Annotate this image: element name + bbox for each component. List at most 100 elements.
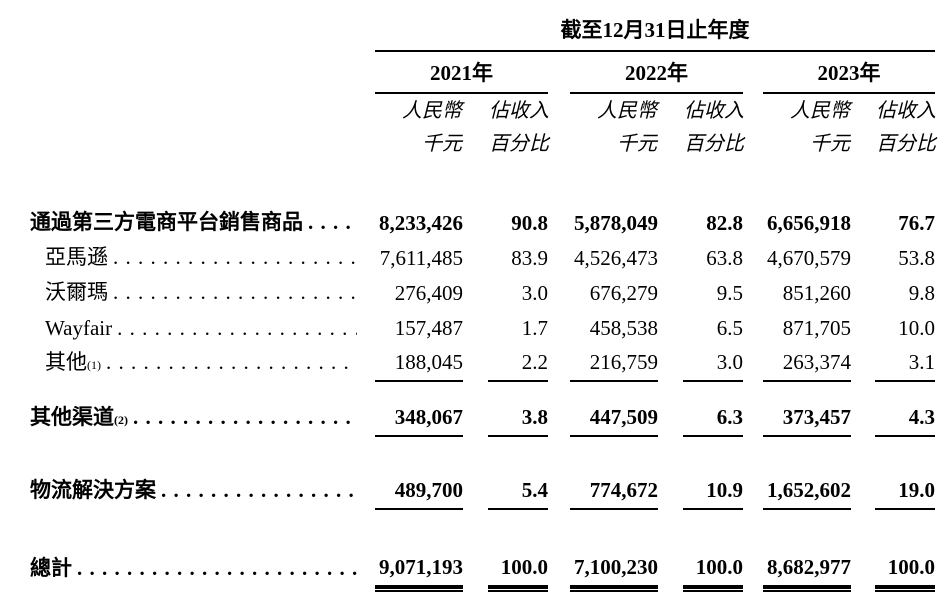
- percent-header-2021: 佔收入 百分比: [488, 93, 549, 162]
- value-cell: 100.0: [683, 552, 743, 592]
- row-label: 總計: [30, 556, 72, 580]
- column-gap: [548, 311, 570, 346]
- column-gap: [463, 276, 488, 311]
- column-gap: [658, 206, 683, 241]
- column-gap: [851, 276, 875, 311]
- column-gap: [463, 206, 488, 241]
- column-gap: [743, 241, 763, 276]
- column-gap: [743, 206, 763, 241]
- amount-header-line2: 千元: [617, 133, 657, 155]
- table-row-third-party-platforms: 通過第三方電商平台銷售商品 8,233,426 90.8 5,878,049 8…: [30, 206, 935, 241]
- column-gap: [548, 346, 570, 381]
- value-cell: 10.9: [683, 474, 743, 510]
- table-row-logistics-solutions: 物流解決方案 489,700 5.4 774,672 10.9 1,652,60…: [30, 474, 936, 510]
- column-gap: [658, 552, 683, 587]
- value-cell: 63.8: [706, 246, 743, 270]
- value-cell: 9.8: [908, 281, 936, 305]
- dot-leader: [113, 280, 357, 305]
- column-gap: [463, 401, 488, 436]
- percent-header-line2: 百分比: [489, 133, 549, 155]
- amount-header-line1: 人民幣: [790, 100, 850, 122]
- value-cell: 100.0: [488, 552, 548, 592]
- table-row-wayfair: Wayfair 157,487 1.7 458,538 6.5 871,705 …: [30, 311, 935, 346]
- dot-leader: [106, 350, 357, 375]
- column-gap: [548, 93, 570, 162]
- row-label: 物流解決方案: [30, 478, 156, 502]
- value-cell: 6,656,918: [767, 211, 851, 235]
- column-gap: [851, 206, 875, 241]
- column-gap: [851, 552, 875, 587]
- value-cell: 188,045: [375, 346, 463, 382]
- value-cell: 8,233,426: [379, 211, 463, 235]
- section-spacer: [30, 509, 935, 552]
- table-title: 截至12月31日止年度: [375, 13, 936, 52]
- column-gap: [743, 51, 763, 93]
- column-gap: [743, 93, 763, 162]
- percent-header-line1: 佔收入: [684, 100, 744, 122]
- value-cell: 10.0: [898, 316, 936, 340]
- value-cell: 3.0: [521, 281, 548, 305]
- revenue-breakdown-table: 截至12月31日止年度 2021年 2022年 2023年 人民幣 千元 佔收入百…: [30, 13, 936, 592]
- dot-leader: [133, 405, 357, 430]
- row-label-cell: 沃爾瑪: [30, 276, 375, 311]
- value-cell: 774,672: [570, 474, 658, 510]
- value-cell: 871,705: [782, 316, 851, 340]
- amount-header-line1: 人民幣: [597, 100, 657, 122]
- column-gap: [548, 206, 570, 241]
- column-gap: [743, 474, 763, 509]
- table-row-walmart: 沃爾瑪 276,409 3.0 676,279 9.5 851,260 9.8: [30, 276, 935, 311]
- column-gap: [743, 276, 763, 311]
- year-header-2021: 2021年: [375, 51, 548, 94]
- row-label-cell: 其他渠道 (2): [30, 401, 375, 436]
- value-cell: 83.9: [511, 246, 548, 270]
- label-column-spacer: [30, 93, 375, 162]
- section-spacer: [30, 162, 935, 206]
- value-cell: 8,682,977: [763, 552, 851, 592]
- column-gap: [743, 552, 763, 587]
- row-label: Wayfair: [45, 316, 113, 340]
- table-row-other-channels: 其他渠道(2) 348,067 3.8 447,509 6.3 373,457 …: [30, 401, 936, 437]
- dot-leader: [113, 245, 357, 270]
- table-row: 人民幣 千元 佔收入 百分比 人民幣 千元 佔收入 百分比 人民幣 千元 佔收入 百分比: [30, 93, 936, 162]
- value-cell: 2.2: [488, 346, 548, 382]
- column-gap: [463, 346, 488, 381]
- column-gap: [463, 93, 488, 162]
- value-cell: 5.4: [488, 474, 548, 510]
- value-cell: 6.5: [716, 316, 743, 340]
- section-spacer: [30, 381, 935, 401]
- value-cell: 1,652,602: [763, 474, 851, 510]
- column-gap: [548, 552, 570, 587]
- value-cell: 3.0: [683, 346, 743, 382]
- column-gap: [463, 474, 488, 509]
- column-gap: [851, 93, 875, 162]
- value-cell: 851,260: [782, 281, 851, 305]
- table-row: 截至12月31日止年度: [30, 13, 936, 52]
- amount-header-line2: 千元: [810, 133, 850, 155]
- value-cell: 82.8: [706, 211, 743, 235]
- value-cell: 9,071,193: [375, 552, 463, 592]
- label-column-spacer: [30, 13, 375, 51]
- row-label-cell: 亞馬遜: [30, 241, 375, 276]
- dot-leader: [161, 478, 357, 503]
- percent-header-2022: 佔收入 百分比: [683, 93, 744, 162]
- row-label: 其他渠道: [30, 405, 114, 429]
- label-column-spacer: [30, 51, 375, 93]
- column-gap: [658, 401, 683, 436]
- section-spacer: [30, 436, 935, 474]
- percent-header-line2: 百分比: [684, 133, 744, 155]
- amount-unit-header-2023: 人民幣千元: [763, 93, 851, 162]
- row-label: 通過第三方電商平台銷售商品: [30, 210, 303, 234]
- column-gap: [851, 346, 875, 381]
- value-cell: 676,279: [589, 281, 658, 305]
- value-cell: 373,457: [763, 401, 851, 437]
- table-row-amazon: 亞馬遜 7,611,485 83.9 4,526,473 63.8 4,670,…: [30, 241, 935, 276]
- row-label-cell: 其他 (1): [30, 346, 375, 381]
- value-cell: 7,100,230: [570, 552, 658, 592]
- value-cell: 76.7: [898, 211, 936, 235]
- value-cell: 348,067: [375, 401, 463, 437]
- column-gap: [851, 474, 875, 509]
- row-label-cell: 總計: [30, 552, 375, 587]
- column-gap: [548, 474, 570, 509]
- row-label: 沃爾瑪: [45, 280, 108, 304]
